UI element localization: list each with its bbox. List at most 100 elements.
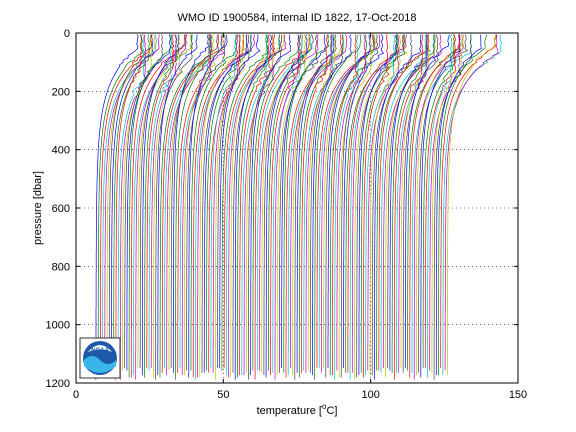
- profile-line: [305, 34, 333, 373]
- profile-line: [108, 34, 153, 373]
- profile-line: [374, 34, 422, 380]
- profile-line: [170, 34, 218, 369]
- profile-line: [252, 34, 300, 371]
- profile-line: [407, 34, 461, 371]
- profile-line: [312, 34, 352, 376]
- profile-line: [270, 34, 301, 376]
- profile-line: [343, 34, 385, 369]
- profile-line: [334, 34, 360, 380]
- profile-line: [290, 34, 348, 369]
- profile-line: [400, 34, 430, 369]
- x-tick-label: 100: [361, 389, 379, 401]
- profile-line: [250, 34, 291, 376]
- profile-line: [157, 34, 198, 376]
- profile-line: [380, 34, 435, 373]
- profile-line: [411, 34, 472, 373]
- profile-line: [360, 34, 398, 373]
- profile-line: [281, 34, 326, 369]
- profile-series-group: [95, 34, 502, 380]
- profile-line: [230, 34, 285, 378]
- profile-line: [237, 34, 269, 378]
- profile-line: [376, 34, 431, 371]
- profile-line: [223, 34, 276, 369]
- profile-line: [338, 34, 372, 378]
- x-axis-title-main: temperature [: [257, 405, 322, 417]
- profile-line: [287, 34, 345, 376]
- x-tick-label: 0: [73, 389, 79, 401]
- profile-line: [153, 34, 181, 378]
- profile-line: [409, 34, 461, 378]
- profile-line: [274, 34, 299, 380]
- profile-line: [234, 34, 272, 380]
- profile-line: [332, 34, 359, 376]
- profile-line: [164, 34, 222, 369]
- y-tick-label: 0: [64, 28, 70, 40]
- profile-line: [416, 34, 464, 376]
- profile-line: [243, 34, 275, 376]
- profile-line: [422, 34, 456, 369]
- profile-line: [369, 34, 401, 376]
- noaa-logo: NOAA: [79, 337, 121, 379]
- profile-line: [398, 34, 428, 373]
- profile-line: [117, 34, 146, 373]
- profile-line: [128, 34, 175, 378]
- y-tick-label: 800: [52, 261, 70, 273]
- profile-line: [241, 34, 269, 376]
- profile-line: [327, 34, 371, 369]
- profile-line: [159, 34, 213, 378]
- profile-line: [345, 34, 399, 373]
- profile-line: [438, 34, 487, 376]
- profile-line: [298, 34, 333, 378]
- profile-line: [141, 34, 179, 376]
- profile-line: [378, 34, 430, 371]
- profile-line: [261, 34, 310, 373]
- profile-line: [219, 34, 261, 369]
- profile-line: [144, 34, 178, 378]
- profile-line: [256, 34, 312, 371]
- profile-line: [314, 34, 362, 380]
- profile-line: [429, 34, 462, 371]
- profile-line: [190, 34, 238, 371]
- profile-line: [321, 34, 381, 373]
- profile-line: [323, 34, 376, 369]
- profile-line: [393, 34, 424, 380]
- profile-line: [104, 34, 160, 378]
- profile-line: [135, 34, 187, 380]
- profile-line: [172, 34, 211, 373]
- profile-line: [254, 34, 311, 380]
- profile-line: [130, 34, 186, 378]
- profile-line: [184, 34, 216, 376]
- profile-line: [113, 34, 150, 373]
- profile-line: [181, 34, 213, 376]
- profile-line: [404, 34, 450, 369]
- profile-line: [179, 34, 210, 369]
- profile-line: [446, 34, 496, 376]
- x-axis-title-degree: o: [322, 402, 327, 411]
- profile-line: [208, 34, 241, 373]
- profile-line: [175, 34, 211, 380]
- profile-line: [431, 34, 464, 373]
- profile-line: [210, 34, 237, 369]
- profile-line: [186, 34, 226, 371]
- profile-line: [349, 34, 405, 380]
- profile-line: [285, 34, 344, 378]
- profile-line: [363, 34, 390, 378]
- profile-line: [435, 34, 482, 376]
- profile-line: [166, 34, 226, 376]
- profile-line: [161, 34, 220, 373]
- profile-line: [115, 34, 143, 380]
- profile-line: [389, 34, 429, 371]
- profile-line: [354, 34, 408, 380]
- profile-line: [351, 34, 407, 373]
- profile-line: [301, 34, 328, 373]
- profile-line: [382, 34, 442, 369]
- y-tick-label: 600: [52, 203, 70, 215]
- profile-line: [336, 34, 366, 371]
- x-axis-title: temperature [oC]: [257, 402, 338, 417]
- chart-title: WMO ID 1900584, internal ID 1822, 17-Oct…: [177, 12, 416, 24]
- profile-line: [427, 34, 453, 378]
- profile-line: [206, 34, 241, 371]
- profile-line: [296, 34, 335, 373]
